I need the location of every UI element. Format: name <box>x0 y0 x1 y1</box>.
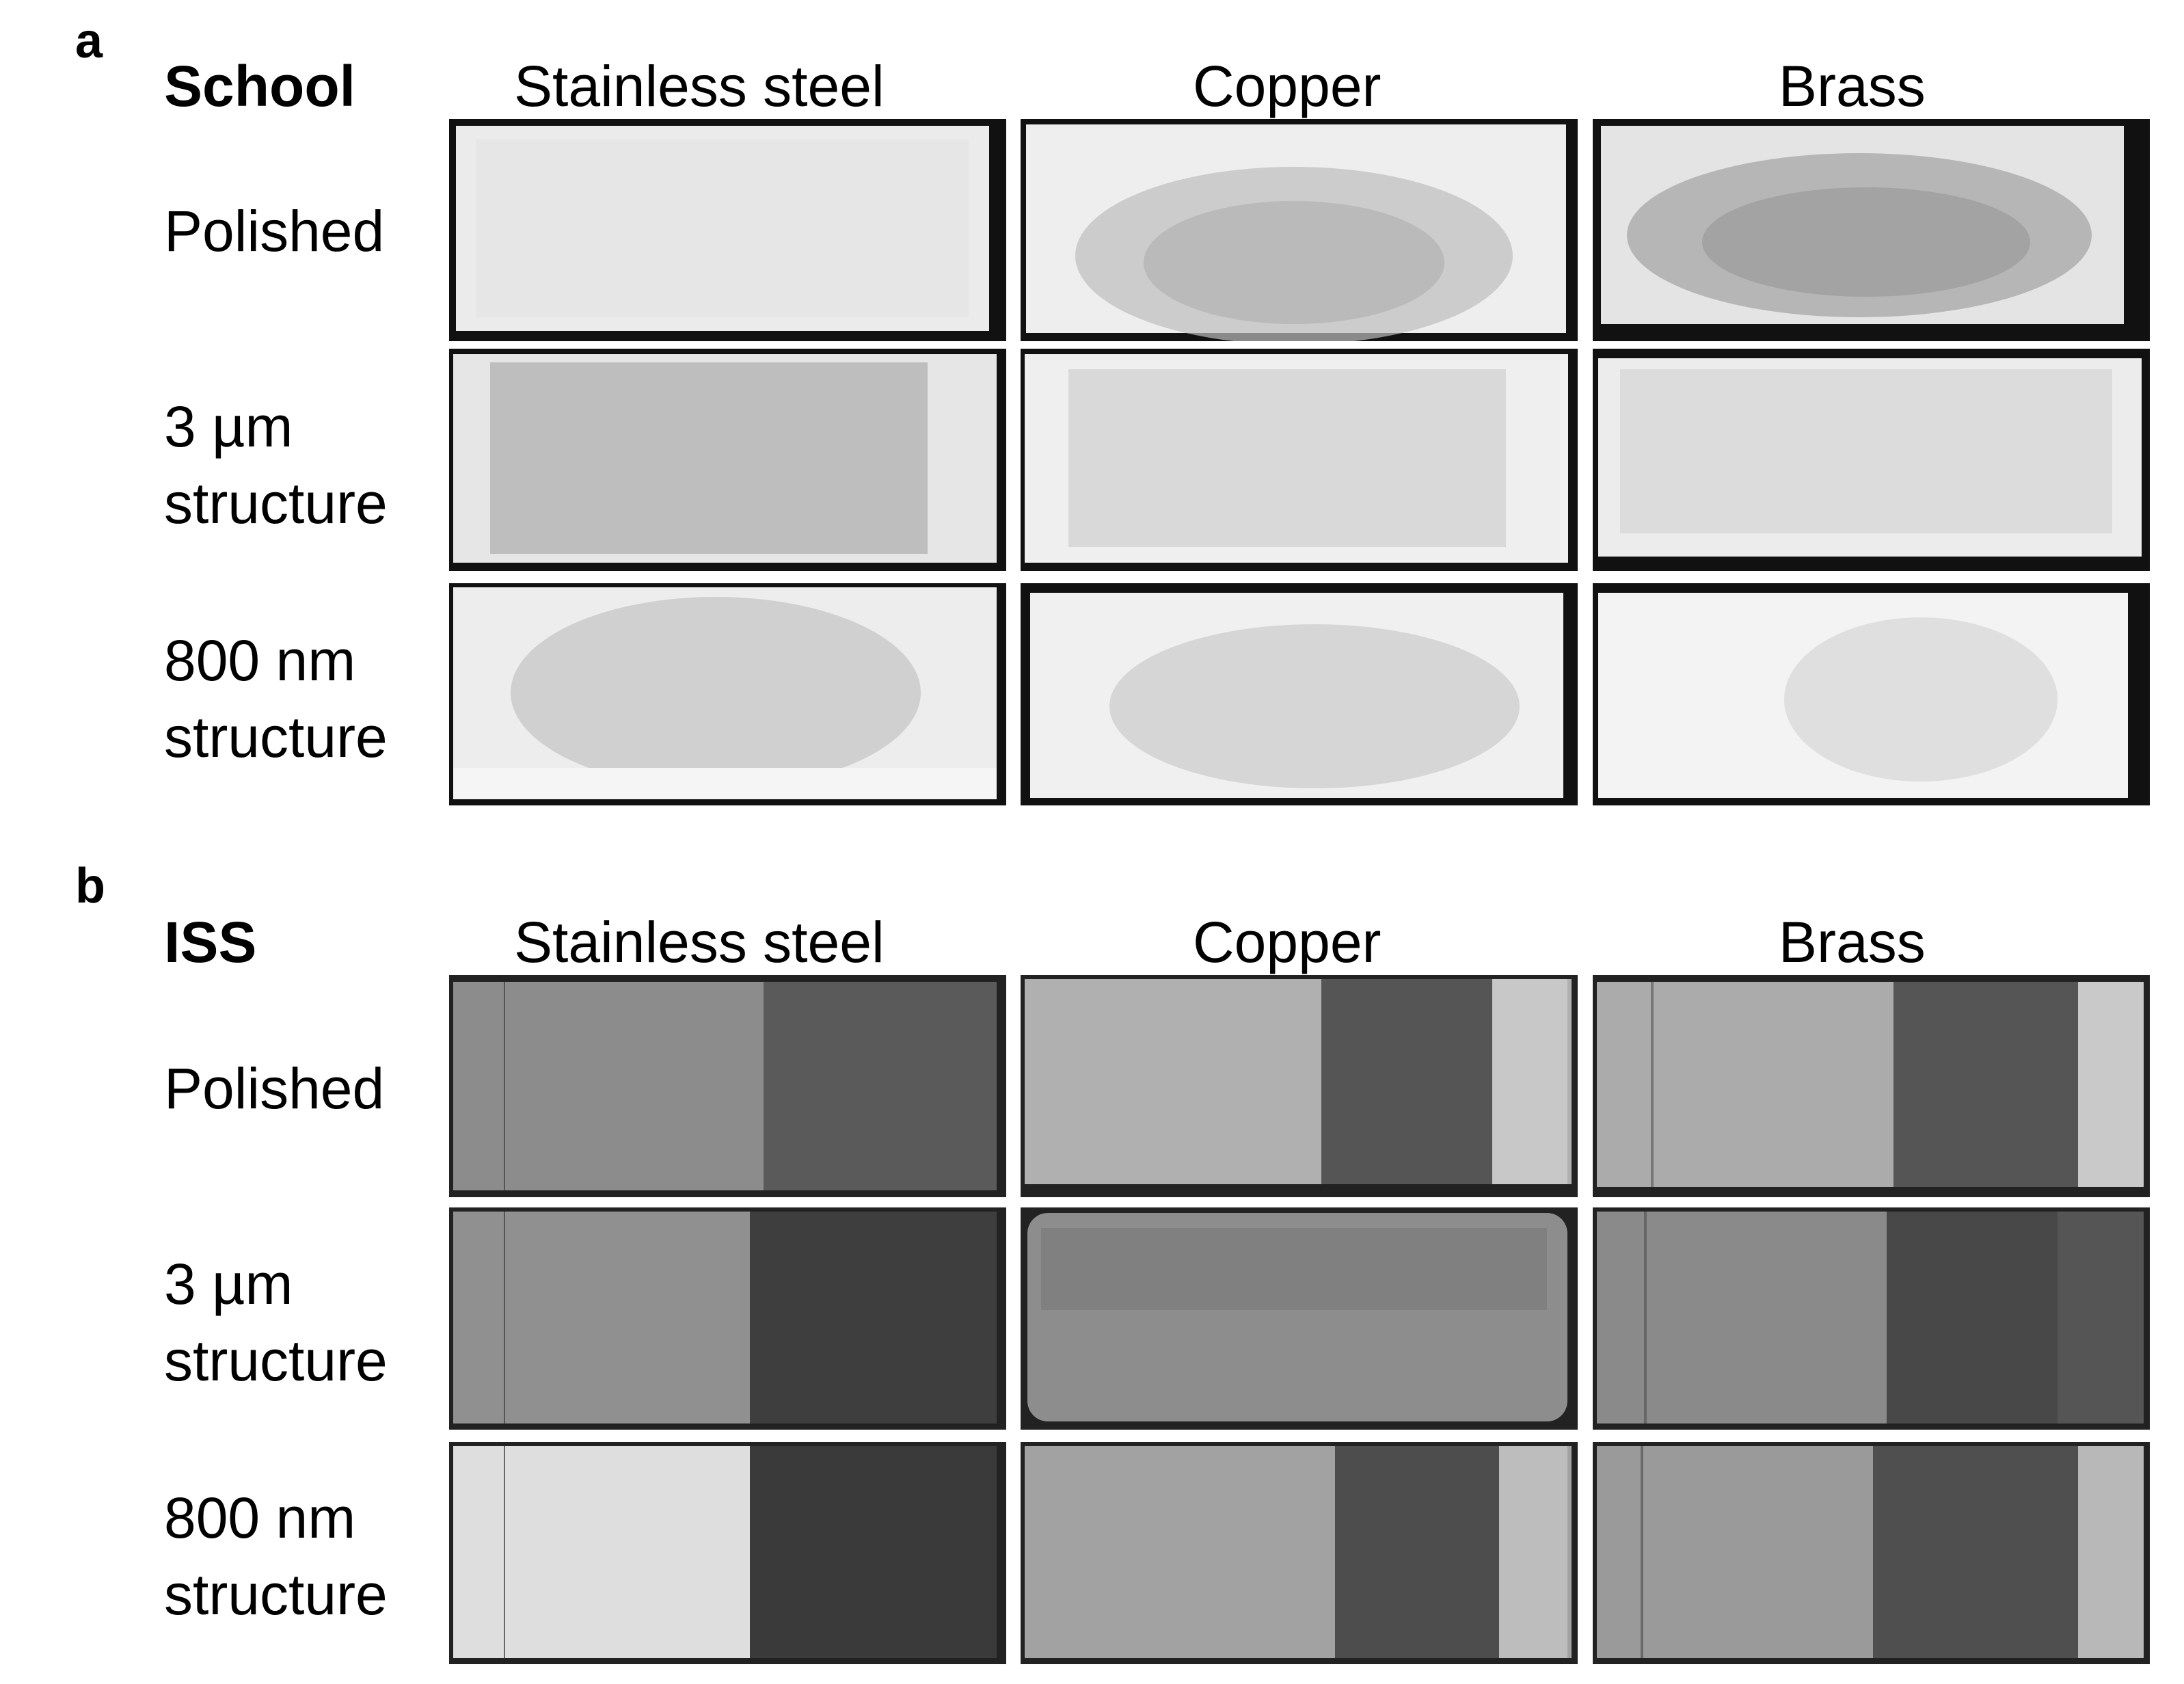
school-polished-stainless-steel-image <box>449 119 1006 341</box>
school-3um-brass-image <box>1593 349 2150 571</box>
school-3um-copper-image <box>1021 349 1578 571</box>
panel-a-column-brass: Brass <box>1779 54 1926 118</box>
iss-polished-copper-image <box>1021 975 1578 1197</box>
panel-b-letter: b <box>75 859 105 913</box>
panel-a-column-copper: Copper <box>1193 54 1381 118</box>
panel-b-row-label-800nm: 800 nm structure <box>164 1486 388 1627</box>
iss-800nm-brass-image <box>1593 1442 2150 1664</box>
school-800nm-stainless-steel-image <box>449 583 1006 805</box>
panel-a-row-label-3um: 3 µm structure <box>164 395 388 535</box>
school-800nm-brass-image <box>1593 583 2150 805</box>
iss-polished-stainless-steel-image <box>449 975 1006 1197</box>
iss-800nm-copper-image <box>1021 1442 1578 1664</box>
school-polished-copper-image <box>1021 119 1578 341</box>
school-3um-stainless-steel-image <box>449 349 1006 571</box>
panel-a-column-stainless-steel: Stainless steel <box>514 54 885 118</box>
panel-b-column-copper: Copper <box>1193 910 1381 974</box>
panel-b-row-label-3um: 3 µm structure <box>164 1252 388 1393</box>
panel-a-condition-title: School <box>164 54 356 118</box>
iss-3um-brass-image <box>1593 1207 2150 1430</box>
school-polished-brass-image <box>1593 119 2150 341</box>
iss-3um-stainless-steel-image <box>449 1207 1006 1430</box>
panel-b-column-stainless-steel: Stainless steel <box>514 910 885 974</box>
iss-polished-brass-image <box>1593 975 2150 1197</box>
panel-b-column-brass: Brass <box>1779 910 1926 974</box>
iss-800nm-stainless-steel-image <box>449 1442 1006 1664</box>
school-800nm-copper-image <box>1021 583 1578 805</box>
panel-b-condition-title: ISS <box>164 910 257 974</box>
panel-b-row-label-polished: Polished <box>164 1056 385 1121</box>
panel-a-row-label-800nm: 800 nm structure <box>164 628 388 769</box>
panel-a-row-label-polished: Polished <box>164 199 385 263</box>
panel-a-letter: a <box>75 14 103 68</box>
iss-3um-copper-image <box>1021 1207 1578 1430</box>
